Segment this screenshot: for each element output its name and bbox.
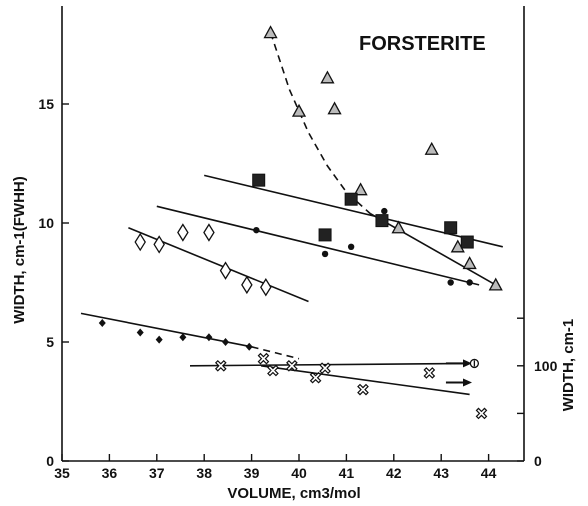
data-point-triangle: [329, 103, 341, 114]
data-point-filled-circle: [447, 279, 453, 285]
data-point-filled-circle: [253, 227, 259, 233]
data-point-open-x: [258, 354, 268, 364]
data-point-filled-square: [319, 229, 331, 241]
arrow-head: [463, 378, 472, 386]
data-point-small-filled-diamond: [137, 328, 144, 336]
data-point-open-diamond: [204, 225, 214, 241]
data-point-open-diamond: [135, 234, 145, 250]
data-point-filled-circle: [381, 208, 387, 214]
right-y-axis-title: WIDTH, cm-1: [560, 319, 577, 412]
x-tick-label: 40: [291, 465, 307, 481]
y-tick-label: 10: [38, 215, 54, 231]
data-point-small-filled-diamond: [222, 338, 229, 346]
right-y-tick-label: 0: [534, 453, 542, 469]
data-point-filled-circle: [348, 244, 354, 250]
x-tick-label: 37: [149, 465, 165, 481]
dashed-trend-curve: [252, 347, 299, 359]
y-axis-ticks: 0 5 10 15: [38, 96, 69, 469]
dashed-trend-curve: [271, 33, 371, 214]
chart-title: FORSTERITE: [359, 33, 486, 55]
x-tick-label: 42: [386, 465, 402, 481]
right-y-tick-label: 100: [534, 358, 558, 374]
data-point-filled-square: [345, 193, 357, 205]
data-point-triangle: [426, 143, 438, 154]
fit-line: [157, 206, 479, 285]
data-point-filled-square: [376, 215, 388, 227]
data-point-triangle: [490, 279, 502, 290]
data-point-open-x: [311, 373, 321, 383]
data-point-open-diamond: [221, 263, 231, 279]
data-point-triangle: [321, 72, 333, 83]
right-y-axis-ticks: 0 100: [517, 318, 558, 469]
data-point-filled-circle: [466, 279, 472, 285]
y-tick-label: 0: [46, 453, 54, 469]
data-point-triangle: [265, 27, 277, 38]
y-tick-label: 5: [46, 334, 54, 350]
data-point-open-diamond: [261, 279, 271, 295]
data-point-filled-square: [461, 236, 473, 248]
data-point-small-filled-diamond: [99, 319, 106, 327]
data-point-open-x: [424, 368, 434, 378]
fit-line: [204, 175, 503, 246]
data-point-filled-circle: [322, 251, 328, 257]
data-point-open-x: [358, 385, 368, 395]
data-point-triangle: [464, 257, 476, 268]
data-markers: [99, 27, 502, 419]
x-tick-label: 38: [196, 465, 212, 481]
fit-lines: [81, 33, 503, 395]
data-point-small-filled-diamond: [205, 333, 212, 341]
data-point-open-diamond: [178, 225, 188, 241]
data-point-filled-square: [445, 222, 457, 234]
x-tick-label: 36: [102, 465, 118, 481]
x-tick-label: 35: [54, 465, 70, 481]
data-point-open-x: [476, 408, 486, 418]
x-tick-label: 41: [339, 465, 355, 481]
fit-line: [128, 228, 308, 302]
x-axis-title: VOLUME, cm3/mol: [227, 485, 360, 502]
data-point-small-filled-diamond: [156, 336, 163, 344]
data-point-small-filled-diamond: [246, 343, 253, 351]
y-tick-label: 15: [38, 96, 54, 112]
data-point-triangle: [293, 105, 305, 116]
y-axis-title: WIDTH, cm-1(FWHH): [11, 176, 28, 323]
x-tick-label: 43: [433, 465, 449, 481]
x-axis-ticks: 35 36 37 38 39 40 41 42 43 44: [54, 454, 496, 481]
x-tick-label: 44: [481, 465, 497, 481]
x-tick-label: 39: [244, 465, 260, 481]
data-point-open-diamond: [242, 277, 252, 293]
data-point-filled-square: [253, 174, 265, 186]
